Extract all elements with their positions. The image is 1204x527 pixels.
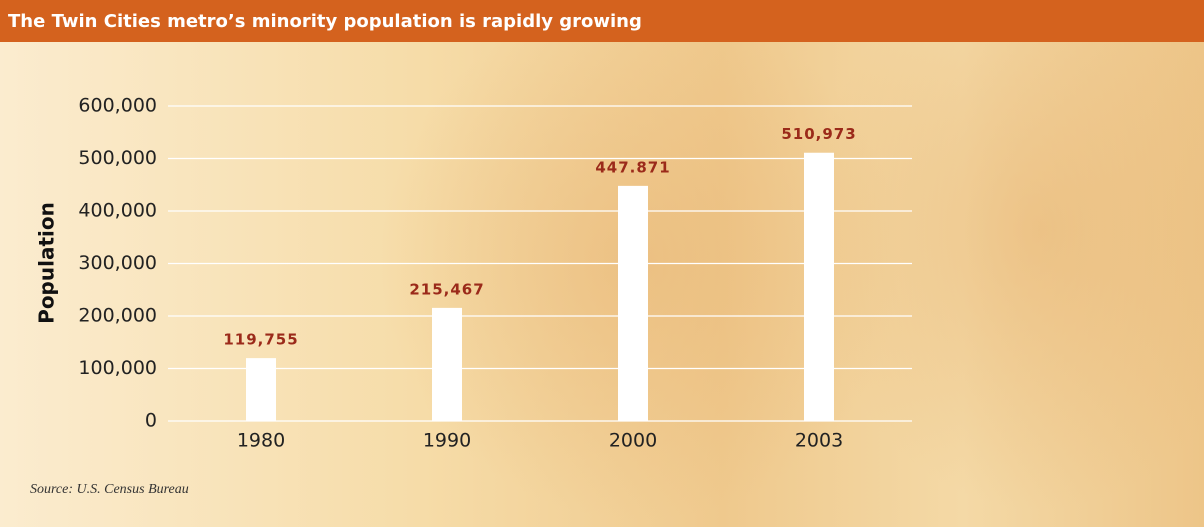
- value-label: 447.871: [595, 158, 670, 176]
- title-bar: [0, 0, 1204, 42]
- x-tick-label: 1980: [237, 430, 285, 452]
- source-note: Source: U.S. Census Bureau: [30, 482, 189, 497]
- y-tick-label: 400,000: [78, 200, 157, 222]
- bar: [432, 307, 462, 421]
- y-tick-label: 100,000: [78, 357, 157, 379]
- x-tick-label: 2003: [795, 430, 843, 452]
- chart-title: The Twin Cities metro’s minority populat…: [8, 11, 642, 32]
- y-axis-label: Population: [35, 202, 59, 324]
- y-tick-label: 200,000: [78, 305, 157, 327]
- value-label: 510,973: [781, 125, 856, 143]
- y-tick-label: 500,000: [78, 147, 157, 169]
- x-tick-label: 2000: [609, 430, 657, 452]
- background-shade: [810, 0, 1204, 510]
- y-tick-label: 600,000: [78, 95, 157, 117]
- y-tick-label: 0: [145, 410, 157, 432]
- x-tick-label: 1990: [423, 430, 471, 452]
- value-label: 119,755: [223, 331, 298, 349]
- bar: [618, 185, 648, 421]
- bar: [246, 358, 276, 421]
- y-tick-label: 300,000: [78, 252, 157, 274]
- value-label: 215,467: [409, 280, 484, 298]
- bar: [804, 152, 834, 421]
